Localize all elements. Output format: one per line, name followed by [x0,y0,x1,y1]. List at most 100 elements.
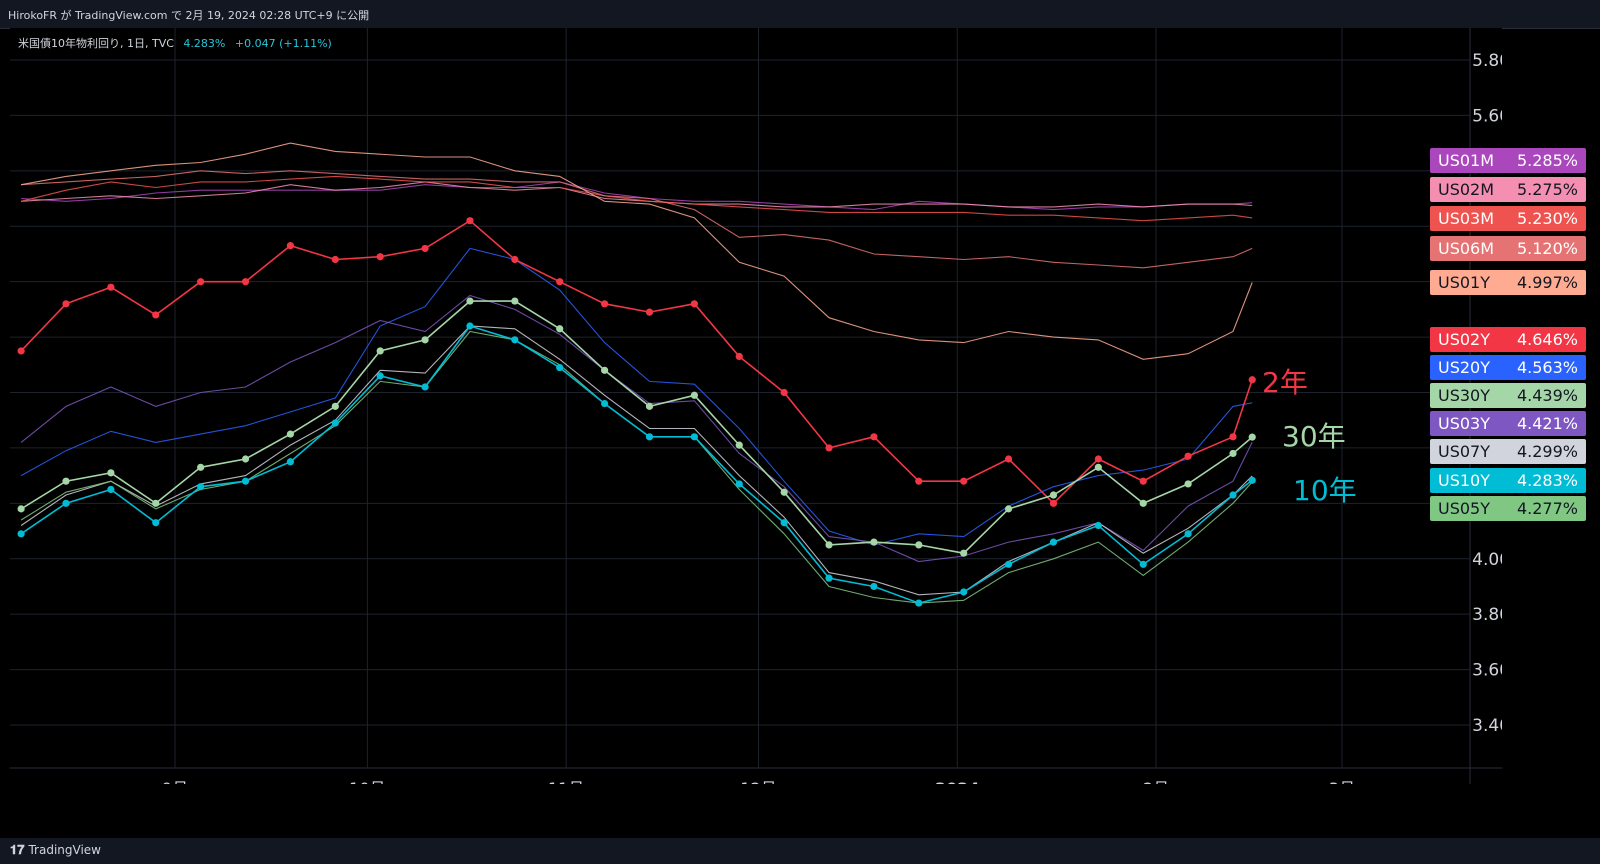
series-point-us10y [690,433,698,441]
series-point-us02y [780,388,788,397]
price-tag-value: 4.563% [1516,358,1578,377]
series-point-us10y [421,383,429,391]
series-point-us10y [466,322,474,330]
series-point-us02y [331,255,339,264]
series-point-us02y [915,477,923,485]
series-point-us30y [690,391,698,399]
footer-brand: TradingView [28,843,101,857]
series-point-us30y [331,402,339,410]
price-tag-us02m: US02M 5.275% [1430,177,1586,202]
series-point-us02y [421,244,429,253]
price-tag-us02y: US02Y 4.646% [1430,327,1586,352]
series-point-us30y [780,488,788,496]
series-point-us02y [870,433,878,441]
series-point-us02y [960,477,968,485]
series-point-us02y [1139,477,1147,485]
series-point-us10y [1004,560,1013,568]
y-tick-label: 3.800% [1472,605,1502,625]
series-point-us30y [825,541,833,549]
footer-bar: 𝟏𝟕 TradingView [0,838,1600,864]
series-point-us30y [601,366,609,374]
series-point-us10y [286,458,295,466]
price-tag-value: 5.275% [1516,180,1578,199]
publish-header: HirokoFR が TradingView.com で 2月 19, 2024… [0,0,1600,29]
series-point-us10y [1139,560,1147,568]
series-point-us30y [197,463,205,471]
tradingview-logo-icon: 𝟏𝟕 [10,843,25,858]
series-point-us02y [62,300,70,308]
series-point-us30y [1184,480,1192,488]
series-point-us02y [690,300,698,308]
series-point-us02y [1004,455,1013,463]
x-tick-label: 2月 [1143,779,1169,784]
footer-logo[interactable]: 𝟏𝟕 TradingView [10,843,101,858]
series-point-us10y [1049,538,1058,546]
series-point-us02y [152,311,160,319]
series-point-us02y [825,444,833,452]
series-point-us10y [511,336,519,344]
price-tag-us06m: US06M 5.120% [1430,236,1586,261]
series-line-us20y [20,247,1253,546]
series-line-us07y [20,325,1253,596]
price-tag-symbol: US10Y [1438,471,1490,490]
legend-change: +0.047 (+1.11%) [234,37,332,50]
annotation-label: 10年 [1293,474,1357,507]
legend-title: 米国債10年物利回り, 1日, TVC [18,37,174,50]
price-tag-symbol: US07Y [1438,442,1490,461]
x-tick-label: 12月 [740,779,776,784]
series-point-us10y [1184,530,1192,538]
series-point-us30y [556,325,564,333]
series-point-us30y [915,541,923,549]
series-point-us30y [1004,505,1013,513]
series-point-us02y [1094,455,1102,463]
price-tag-us05y: US05Y 4.277% [1430,496,1586,521]
x-tick-label: 10月 [349,779,385,784]
series-point-us10y [241,477,250,485]
series-point-us10y [107,485,115,494]
series-point-us10y [17,530,25,538]
y-tick-label: 5.600% [1472,106,1502,126]
series-line-us03m [20,175,1253,222]
price-tag-value: 4.283% [1516,471,1578,490]
series-point-us10y [62,499,70,507]
price-tag-us01m: US01M 5.285% [1430,148,1586,173]
price-tag-value: 4.997% [1516,273,1578,292]
series-point-us02y [601,300,609,308]
series-point-us10y [152,519,160,527]
series-point-us02y [1049,499,1058,507]
plot-background [10,28,1502,784]
price-tag-symbol: US01M [1438,151,1495,170]
price-tag-us03m: US03M 5.230% [1430,206,1586,231]
series-point-us30y [645,402,654,410]
y-tick-label: 3.600% [1472,661,1502,681]
series-point-us02y [735,352,743,361]
series-point-us02y [556,278,564,286]
price-tag-symbol: US02Y [1438,330,1490,349]
series-point-us10y [780,519,788,527]
price-tag-value: 5.230% [1516,209,1578,228]
series-point-us02y [241,278,250,286]
series-point-us30y [17,505,25,513]
y-tick-label: 3.400% [1472,716,1502,736]
series-point-us30y [870,538,878,546]
price-tag-us10y: US10Y 4.283% [1430,468,1586,493]
price-tag-symbol: US03M [1438,209,1495,228]
price-tag-symbol: US01Y [1438,273,1490,292]
y-tick-label: 5.800% [1472,51,1502,71]
x-tick-label: 3月 [1329,779,1355,784]
series-point-us10y [331,419,339,427]
yield-chart[interactable]: 5.800% 5.600% 4.000% 3.800% 3.600% 3.400% 9月 10… [10,28,1502,784]
series-point-us10y [556,363,564,372]
chart-area[interactable]: 5.800% 5.600% 4.000% 3.800% 3.600% 3.400% 9月 10… [10,28,1502,784]
x-tick-label: 11月 [548,779,584,784]
series-point-us30y [960,549,968,557]
price-tag-us07y: US07Y 4.299% [1430,439,1586,464]
series-point-us30y [1229,449,1237,458]
series-point-us10y [197,483,205,491]
series-point-us10y [870,582,878,591]
legend-value: 4.283% [183,37,226,50]
price-tag-us03y: US03Y 4.421% [1430,411,1586,436]
price-tag-us20y: US20Y 4.563% [1430,355,1586,380]
price-tag-symbol: US06M [1438,239,1495,258]
series-point-us02y [466,217,474,225]
